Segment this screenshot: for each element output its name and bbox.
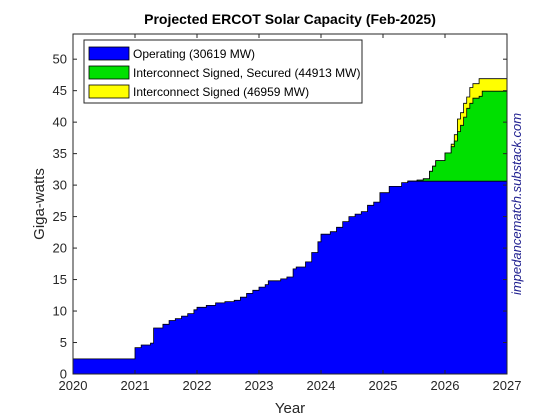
- series-operating-area: [72, 180, 508, 375]
- y-tick-label: 15: [53, 272, 67, 287]
- series-layer: [72, 78, 508, 375]
- y-tick-label: 25: [53, 209, 67, 224]
- x-tick-label: 2025: [369, 378, 398, 393]
- legend-entry-label: Interconnect Signed (46959 MW): [133, 85, 309, 99]
- x-tick-label: 2022: [183, 378, 212, 393]
- y-tick-label: 35: [53, 146, 67, 161]
- x-tick-label: 2023: [245, 378, 274, 393]
- legend-swatch: [88, 84, 130, 99]
- y-tick-label: 0: [60, 367, 67, 382]
- legend-swatch: [88, 46, 130, 61]
- y-tick-label: 30: [53, 178, 67, 193]
- y-tick-label: 50: [53, 52, 67, 67]
- y-tick-label: 5: [60, 335, 67, 350]
- y-tick-label: 40: [53, 115, 67, 130]
- legend-entry-label: Operating (30619 MW): [133, 47, 255, 61]
- x-axis-title: Year: [275, 400, 305, 417]
- x-tick-label: 2021: [121, 378, 150, 393]
- legend: Operating (30619 MW) Interconnect Signed,…: [83, 39, 363, 104]
- plot-frame: [72, 33, 508, 375]
- y-tick-label: 20: [53, 241, 67, 256]
- y-tick-label: 45: [53, 83, 67, 98]
- legend-entry-label: Interconnect Signed, Secured (44913 MW): [133, 66, 360, 80]
- x-tick-label: 2020: [59, 378, 88, 393]
- tick-layer: 2020 2021 2022 2023 2024 2025 2026 202705101520…: [53, 34, 522, 393]
- legend-swatch: [88, 65, 130, 80]
- y-tick-label: 10: [53, 304, 67, 319]
- x-tick-label: 2024: [307, 378, 336, 393]
- y-axis-title: Giga-watts: [31, 168, 48, 240]
- watermark-text: impedancematch.substack.com: [509, 113, 524, 295]
- chart-title: Projected ERCOT Solar Capacity (Feb-2025…: [144, 11, 436, 27]
- legend-box: [83, 39, 363, 104]
- x-tick-label: 2027: [493, 378, 522, 393]
- x-tick-label: 2026: [431, 378, 460, 393]
